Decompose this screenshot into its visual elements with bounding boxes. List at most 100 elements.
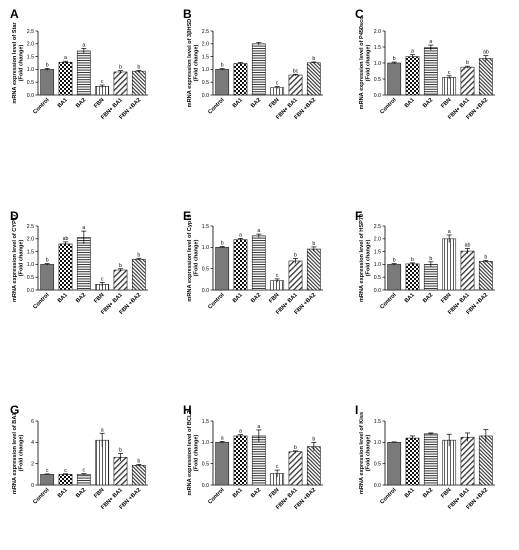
panel-letter: E bbox=[183, 209, 191, 223]
panel-letter: C bbox=[355, 7, 364, 21]
x-tick-label: BA2 bbox=[422, 487, 434, 499]
bar bbox=[423, 433, 438, 486]
bar bbox=[442, 238, 457, 291]
significance-letter: a bbox=[239, 232, 242, 238]
y-tick-label: 1.5 bbox=[202, 419, 209, 425]
y-tick-label: 2.0 bbox=[27, 237, 34, 243]
significance-letter: b bbox=[411, 257, 414, 263]
x-tick-label: Control bbox=[207, 487, 226, 506]
x-tick-label: Control bbox=[32, 487, 51, 506]
y-axis-unit-label: (Fold change) bbox=[366, 240, 372, 277]
significance-letter: b bbox=[312, 436, 315, 442]
y-tick-label: 0.5 bbox=[374, 77, 381, 83]
y-axis-label: mRNA expression level of P450scc bbox=[359, 17, 365, 110]
x-tick-label: FBN bbox=[93, 97, 105, 109]
significance-letter: b bbox=[46, 258, 49, 264]
x-tick-label: Control bbox=[379, 97, 398, 116]
y-axis-label: mRNA expression level of 3βHSD bbox=[187, 19, 193, 108]
significance-letter: c bbox=[101, 79, 104, 85]
y-tick-label: 1.5 bbox=[27, 54, 34, 60]
y-tick-label: 2.5 bbox=[202, 29, 209, 35]
x-tick-label: FBN bbox=[440, 97, 452, 109]
y-tick-label: 0.0 bbox=[374, 483, 381, 489]
bar bbox=[233, 63, 248, 96]
significance-letter: a bbox=[448, 229, 451, 235]
y-axis-unit-label: (Fold change) bbox=[19, 240, 25, 277]
panel-letter: G bbox=[10, 403, 19, 417]
y-tick-label: 0.0 bbox=[202, 483, 209, 489]
significance-letter: b bbox=[312, 241, 315, 247]
y-axis-unit-label: (Fold change) bbox=[194, 45, 200, 82]
bar bbox=[76, 237, 91, 291]
significance-letter: ab bbox=[483, 50, 489, 56]
significance-letter: b bbox=[119, 65, 122, 71]
chart-panel-e: E 0.0 0.5 1.0 1.5 mRNA expression level of Cy… bbox=[183, 209, 323, 316]
significance-letter: a bbox=[257, 424, 260, 430]
bar bbox=[40, 474, 55, 486]
y-tick-label: 1.0 bbox=[202, 245, 209, 251]
bar bbox=[131, 70, 146, 96]
bar bbox=[215, 247, 230, 291]
x-tick-label: BA2 bbox=[250, 97, 262, 109]
bar bbox=[251, 43, 266, 96]
significance-letter: b bbox=[221, 240, 224, 246]
bar bbox=[76, 50, 91, 96]
y-axis-unit-label: (Fold change) bbox=[194, 240, 200, 277]
significance-letter: ab bbox=[63, 236, 69, 242]
chart-panel-c: C 0.0 0.5 1.0 1.5 2.0 mRNA expression level of… bbox=[355, 7, 495, 121]
x-tick-label: BA1 bbox=[404, 97, 416, 109]
significance-letter: a bbox=[101, 427, 104, 433]
significance-letter: b bbox=[466, 60, 469, 66]
y-axis-label: mRNA expression level of Kiss bbox=[359, 412, 365, 494]
chart-panel-f: F 0.0 0.5 1.0 1.5 2.0 2.5 mRNA expression level… bbox=[355, 209, 495, 316]
x-tick-label: BA2 bbox=[75, 487, 87, 499]
bar bbox=[113, 269, 128, 291]
bar bbox=[442, 439, 457, 486]
bar bbox=[306, 446, 321, 486]
x-tick-label: BA2 bbox=[422, 97, 434, 109]
bar bbox=[95, 85, 110, 96]
bar bbox=[423, 47, 438, 96]
y-tick-label: 0.5 bbox=[27, 275, 34, 281]
significance-letter: b bbox=[46, 62, 49, 68]
x-tick-label: BA2 bbox=[75, 292, 87, 304]
y-tick-label: 2.0 bbox=[374, 29, 381, 35]
bar bbox=[113, 456, 128, 486]
panel-letter: I bbox=[355, 403, 358, 417]
significance-letter: c bbox=[46, 468, 49, 474]
y-tick-label: 2.5 bbox=[374, 224, 381, 230]
bar bbox=[405, 437, 420, 486]
y-tick-label: 2.5 bbox=[27, 29, 34, 35]
y-tick-label: 1.5 bbox=[374, 419, 381, 425]
x-tick-label: FBN bbox=[93, 487, 105, 499]
panel-letter: A bbox=[10, 7, 19, 21]
y-axis-unit-label: (Fold change) bbox=[194, 435, 200, 472]
x-tick-label: FBN bbox=[440, 487, 452, 499]
significance-letter: a bbox=[257, 228, 260, 234]
bar bbox=[460, 66, 475, 96]
significance-letter: b bbox=[294, 445, 297, 451]
x-tick-label: Control bbox=[379, 487, 398, 506]
significance-letter: a bbox=[239, 429, 242, 435]
y-tick-label: 0.0 bbox=[27, 288, 34, 294]
significance-letter: a bbox=[429, 39, 432, 45]
y-axis-label: mRNA expression level of Cyp19 bbox=[187, 214, 193, 301]
significance-letter: a bbox=[411, 49, 414, 55]
bar bbox=[251, 435, 266, 486]
chart-panel-g: G 0 2 4 6 mRNA expression level of BAX (Fold c… bbox=[10, 403, 148, 511]
y-tick-label: 6 bbox=[31, 419, 34, 425]
bar bbox=[40, 264, 55, 291]
bar bbox=[233, 435, 248, 486]
x-tick-label: BA1 bbox=[232, 292, 244, 304]
y-tick-label: 0.0 bbox=[202, 93, 209, 99]
x-tick-label: BA1 bbox=[232, 97, 244, 109]
bar bbox=[478, 261, 493, 291]
bar bbox=[306, 248, 321, 291]
y-tick-label: 0.5 bbox=[27, 80, 34, 86]
significance-letter: b bbox=[294, 252, 297, 258]
bar bbox=[387, 264, 402, 291]
significance-letter: b bbox=[137, 458, 140, 464]
y-tick-label: 0.0 bbox=[374, 93, 381, 99]
panel-letter: H bbox=[183, 403, 192, 417]
